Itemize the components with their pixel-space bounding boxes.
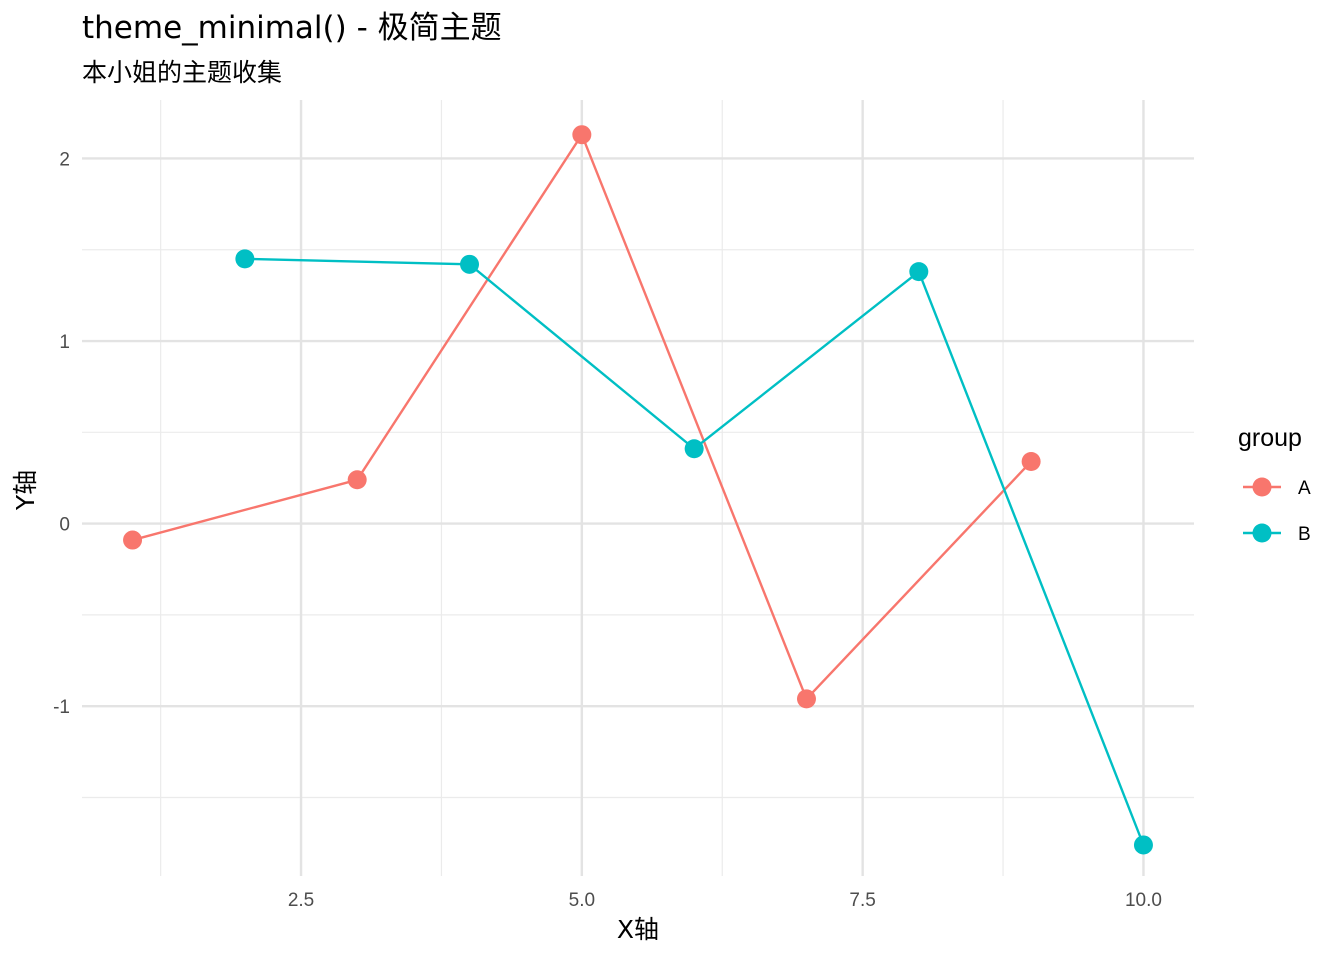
data-point-b [1133,835,1153,855]
data-point-b [684,439,704,459]
y-tick-label: 2 [59,149,70,170]
legend-key-point [1252,523,1272,543]
y-tick-label: 0 [59,515,70,536]
y-axis-title: Y轴 [11,470,40,511]
data-point-a [123,530,143,550]
data-point-a [796,689,816,709]
x-axis-title: X轴 [617,915,659,944]
y-tick-label: -1 [53,697,70,718]
data-point-b [909,262,929,282]
series-layer [123,125,1153,855]
legend-title: group [1238,424,1302,452]
x-tick-label: 7.5 [849,890,875,911]
y-axis-ticks: -1 0 1 2 [53,149,70,718]
chart-title: theme_minimal() - 极简主题 [82,10,502,46]
y-tick-label: 1 [59,332,70,353]
data-point-a [1021,452,1041,472]
x-tick-label: 5.0 [569,890,595,911]
x-axis-ticks: 2.5 5.0 7.5 10.0 [288,890,1162,911]
series-a [123,125,1041,709]
legend-item-a: A [1243,477,1311,499]
legend-item-b: B [1243,523,1311,545]
data-point-b [460,254,480,274]
grid [82,100,1194,876]
legend-key-point [1252,477,1272,497]
legend-label: A [1298,478,1311,499]
series-line-b [244,257,1145,846]
x-tick-label: 10.0 [1125,890,1162,911]
legend: group A B [1238,424,1311,545]
series-b [235,249,1153,855]
chart-subtitle: 本小姐的主题收集 [82,58,282,87]
data-point-a [572,125,592,145]
legend-label: B [1298,524,1311,545]
x-tick-label: 2.5 [288,890,314,911]
data-point-a [347,470,367,490]
data-point-b [235,249,255,269]
